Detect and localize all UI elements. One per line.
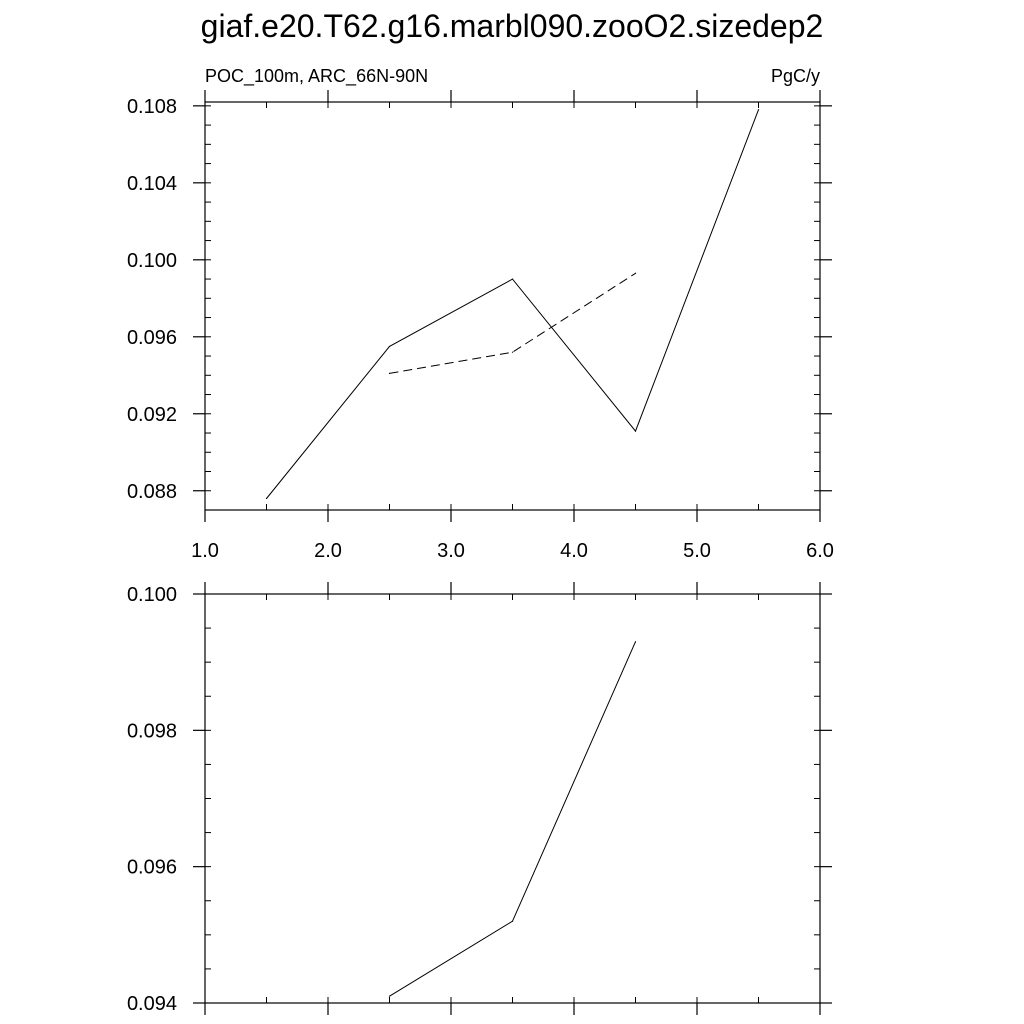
series-point: [757, 109, 760, 111]
series-point: [388, 372, 391, 374]
figure-title: giaf.e20.T62.g16.marbl090.zooO2.sizedep2: [201, 8, 824, 44]
x-tick-label: 1.0: [191, 540, 219, 562]
series-point: [388, 995, 391, 997]
y-tick-label: 0.100: [127, 250, 177, 272]
series-point: [511, 351, 514, 353]
series-point: [634, 272, 637, 274]
series-point: [511, 920, 514, 922]
series-point: [634, 641, 637, 643]
panel-left-label: POC_100m, ARC_66N-90N: [205, 66, 428, 87]
series-point: [388, 345, 391, 348]
y-tick-label: 0.094: [127, 993, 177, 1015]
x-tick-label: 5.0: [683, 540, 711, 562]
y-tick-label: 0.092: [127, 404, 177, 426]
y-tick-label: 0.108: [127, 96, 177, 118]
x-tick-label: 6.0: [806, 540, 834, 562]
x-tick-label: 3.0: [437, 540, 465, 562]
y-tick-label: 0.098: [127, 720, 177, 742]
series-point: [634, 430, 637, 432]
top-panel: 0.088 0.092 0.096 0.100 0.104 0.108 1.0 2.0 3.0 4…: [127, 66, 834, 562]
y-tick-label: 0.088: [127, 481, 177, 503]
x-tick-label: 2.0: [314, 540, 342, 562]
x-tick-label: 4.0: [560, 540, 588, 562]
bottom-panel: 0.094 0.096 0.098 0.100: [127, 582, 832, 1015]
y-tick-label: 0.104: [127, 173, 177, 195]
y-tick-label: 0.096: [127, 857, 177, 879]
y-tick-label: 0.100: [127, 584, 177, 606]
series-point: [265, 497, 268, 500]
y-tick-label: 0.096: [127, 327, 177, 349]
panel-right-label: PgC/y: [771, 66, 820, 86]
series-point: [511, 278, 514, 280]
